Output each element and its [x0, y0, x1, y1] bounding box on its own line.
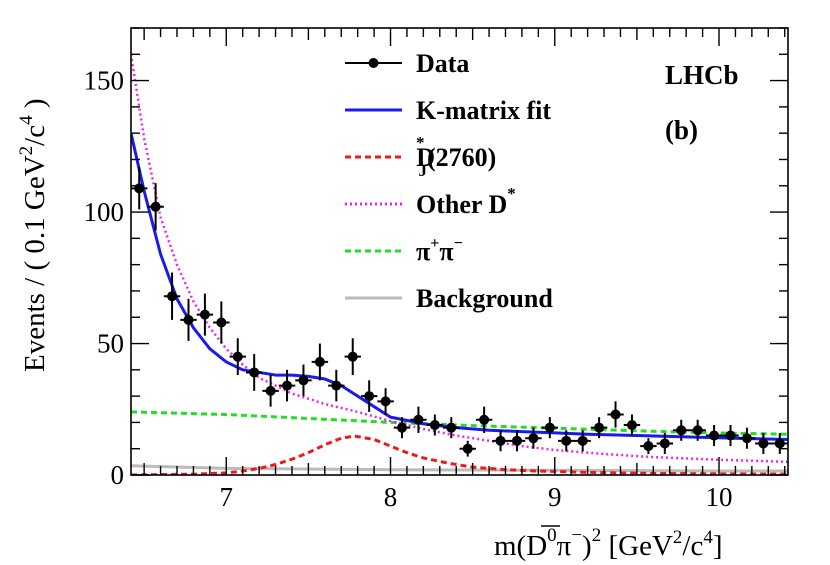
legend-pipi-entry: π+π−: [345, 235, 463, 266]
data-point: [623, 414, 641, 436]
data-point: [738, 427, 756, 449]
data-point: [163, 272, 181, 320]
data-point: [525, 427, 542, 449]
data-point: [459, 440, 476, 457]
curve-other: [131, 54, 788, 464]
data-point: [410, 406, 427, 433]
legend-label-other: Other D*: [416, 184, 516, 219]
data-point: [722, 425, 739, 447]
y-axis-label: Events / ( 0.1 GeV2/c4 ): [16, 98, 51, 372]
legend: Data K-matrix fit D* J(2760) Other D* π+π…: [345, 49, 553, 313]
data-point: [689, 419, 706, 441]
data-point: [541, 417, 559, 439]
data-point: [344, 338, 361, 376]
data-point: [705, 425, 723, 447]
data-point: [180, 298, 197, 341]
curve-pipi: [131, 410, 788, 436]
data-point: [607, 401, 624, 428]
y-tick-label: 0: [111, 460, 125, 490]
data-point: [475, 406, 493, 433]
panel-label: (b): [665, 115, 698, 145]
legend-label-fit: K-matrix fit: [416, 96, 551, 125]
data-point: [673, 419, 690, 441]
y-tick-label: 100: [84, 197, 125, 227]
x-tick-label: 9: [548, 482, 562, 512]
data-point: [262, 375, 279, 407]
lhcb-badge: LHCb: [665, 60, 739, 90]
legend-bkg-entry: Background: [345, 284, 553, 313]
data-point: [131, 167, 148, 210]
y-tick-label: 150: [84, 66, 125, 96]
data-point: [328, 369, 345, 402]
data-point: [656, 432, 674, 454]
data-point: [377, 388, 394, 415]
legend-data-entry: Data: [345, 49, 469, 78]
x-tick-label: 7: [220, 482, 234, 512]
x-tick-label: 10: [706, 482, 733, 512]
x-label-dbar: D: [526, 530, 547, 562]
data-point: [393, 417, 411, 439]
data-point: [360, 380, 378, 412]
data-point: [213, 301, 230, 344]
data-point: [590, 417, 608, 439]
legend-dj-entry: D* J(2760): [345, 133, 496, 180]
data-point: [558, 430, 575, 452]
data-point: [755, 432, 772, 454]
data-point: [229, 338, 246, 376]
y-tick-label: 50: [97, 329, 124, 359]
data-point: [311, 343, 329, 381]
legend-fit-entry: K-matrix fit: [345, 96, 551, 125]
data-point: [245, 354, 263, 391]
legend-label-bkg: Background: [416, 284, 553, 313]
data-point: [196, 293, 214, 336]
data-point: [492, 430, 509, 452]
data-point: [278, 369, 296, 402]
data-point: [443, 417, 460, 439]
x-tick-label: 8: [384, 482, 398, 512]
curve-bkg: [131, 464, 788, 473]
legend-label-data: Data: [416, 49, 469, 78]
x-axis-label: m(D0π−)2 [GeV2/c4]: [494, 525, 723, 562]
data-point: [574, 430, 591, 452]
legend-data-marker-dot: [368, 58, 379, 68]
legend-other-entry: Other D*: [345, 184, 516, 219]
plot-frame: [130, 27, 789, 476]
legend-label-dj: D* J(2760): [416, 133, 496, 180]
data-point: [295, 364, 312, 397]
data-points-layer: [131, 167, 788, 457]
data-point: [426, 414, 444, 436]
data-point: [147, 183, 164, 231]
data-point: [640, 438, 657, 454]
data-point: [508, 430, 526, 452]
data-point: [771, 432, 788, 454]
svg-text:m(D0π−)2 [GeV2/c4]: m(D0π−)2 [GeV2/c4]: [494, 525, 723, 562]
legend-label-pipi: π+π−: [416, 235, 463, 266]
